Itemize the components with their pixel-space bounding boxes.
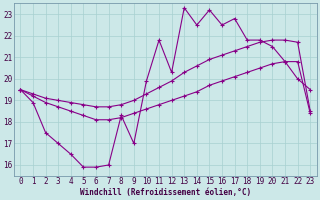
X-axis label: Windchill (Refroidissement éolien,°C): Windchill (Refroidissement éolien,°C)	[80, 188, 251, 197]
